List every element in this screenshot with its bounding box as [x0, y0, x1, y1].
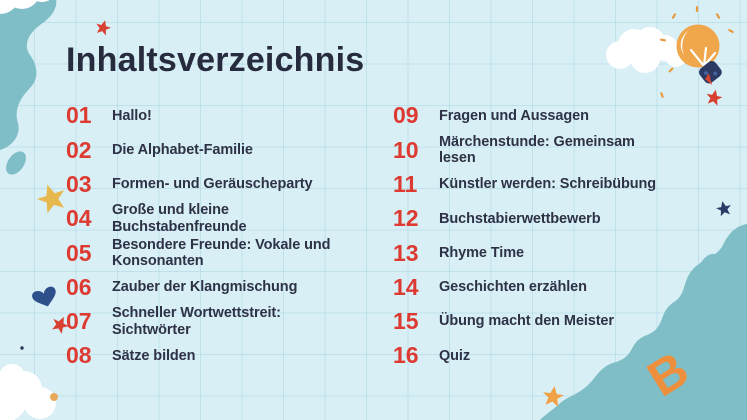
navy-heart-icon [32, 286, 56, 307]
toc-item-label: Schneller Wortwettstreit: Sichtwörter [112, 305, 281, 338]
toc-item-16: 16 Quiz [393, 339, 731, 373]
toc-item-number: 08 [66, 342, 92, 369]
navy-dot-icon [20, 346, 24, 350]
toc-item-03: 03 Formen- und Geräuscheparty [66, 167, 393, 201]
teal-drop-left-icon [6, 151, 26, 175]
toc-item-label: Geschichten erzählen [439, 279, 587, 296]
toc-item-number: 05 [66, 239, 92, 266]
red-sparkle-title-icon [93, 18, 113, 37]
orange-dot-icon [50, 393, 58, 401]
toc-item-label: Künstler werden: Schreibübung [439, 176, 657, 193]
toc-item-number: 16 [393, 342, 419, 369]
toc-item-number: 13 [393, 239, 419, 266]
teal-blob-top-left-shape [0, 0, 57, 150]
toc-item-label: Die Alphabet-Familie [112, 141, 253, 158]
toc-item-label: Übung macht den Meister [439, 313, 614, 330]
toc-item-label: Große und kleine Buchstabenfreunde [112, 202, 247, 235]
toc-item-number: 11 [393, 170, 418, 197]
toc-item-09: 09 Fragen und Aussagen [393, 99, 731, 133]
toc-item-02: 02 Die Alphabet-Familie [66, 133, 393, 167]
toc-item-number: 09 [393, 102, 419, 129]
toc-item-label: Zauber der Klangmischung [112, 279, 298, 296]
toc-item-10: 10 Märchenstunde: Gemeinsam lesen [393, 133, 731, 167]
toc-item-label: Besondere Freunde: Vokale und Konsonante… [112, 236, 331, 270]
toc-item-14: 14 Geschichten erzählen [393, 270, 731, 304]
toc-columns: 01 Hallo! 02 Die Alphabet-Familie 03 For… [66, 99, 731, 373]
toc-item-05: 05 Besondere Freunde: Vokale und Konsona… [66, 236, 393, 270]
toc-item-07: 07 Schneller Wortwettstreit: Sichtwörter [66, 305, 393, 339]
toc-item-label: Buchstabierwettbewerb [439, 210, 601, 227]
slide-content: Inhaltsverzeichnis 01 Hallo! 02 Die Alph… [66, 42, 731, 373]
toc-column-left: 01 Hallo! 02 Die Alphabet-Familie 03 For… [66, 99, 393, 373]
teal-drop-bottom-icon [575, 388, 601, 408]
toc-item-label: Fragen und Aussagen [439, 107, 589, 124]
toc-item-number: 07 [66, 308, 92, 335]
toc-item-number: 15 [393, 308, 419, 335]
toc-item-number: 04 [66, 205, 92, 232]
toc-item-08: 08 Sätze bilden [66, 339, 393, 373]
toc-item-04: 04 Große und kleine Buchstabenfreunde [66, 202, 393, 236]
toc-item-label: Märchenstunde: Gemeinsam lesen [439, 133, 635, 167]
toc-item-number: 14 [393, 273, 419, 300]
toc-item-number: 06 [66, 273, 92, 300]
toc-item-label: Hallo! [112, 107, 152, 124]
toc-item-number: 10 [393, 136, 419, 163]
toc-item-number: 03 [66, 170, 92, 197]
toc-item-15: 15 Übung macht den Meister [393, 305, 731, 339]
toc-item-13: 13 Rhyme Time [393, 236, 731, 270]
toc-item-label: Sätze bilden [112, 347, 196, 364]
toc-item-label: Quiz [439, 347, 471, 364]
toc-item-number: 12 [393, 205, 419, 232]
toc-item-01: 01 Hallo! [66, 99, 393, 133]
cloud-top-left-icon [0, 0, 50, 14]
toc-item-06: 06 Zauber der Klangmischung [66, 270, 393, 304]
page-title: Inhaltsverzeichnis [66, 41, 365, 79]
cloud-bottom-left-icon [0, 364, 56, 420]
toc-column-right: 09 Fragen und Aussagen 10 Märchenstunde:… [393, 99, 731, 373]
toc-item-label: Formen- und Geräuscheparty [112, 176, 313, 193]
toc-item-number: 02 [66, 136, 92, 163]
toc-item-12: 12 Buchstabierwettbewerb [393, 202, 731, 236]
orange-star-bottom-icon [541, 384, 565, 408]
yellow-star-left-icon [33, 180, 70, 215]
toc-item-number: 01 [66, 102, 92, 129]
toc-item-11: 11 Künstler werden: Schreibübung [393, 167, 731, 201]
toc-item-label: Rhyme Time [439, 244, 524, 261]
